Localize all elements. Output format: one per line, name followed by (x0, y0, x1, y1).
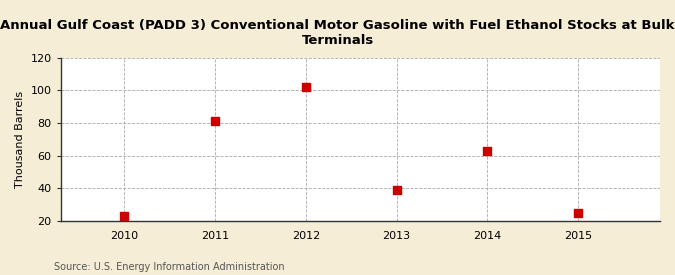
Point (210, 119, 221, 123)
Y-axis label: Thousand Barrels: Thousand Barrels (15, 91, 25, 188)
Text: Source: U.S. Energy Information Administration: Source: U.S. Energy Information Administ… (54, 262, 285, 272)
Point (119, 214, 130, 218)
Point (482, 148, 493, 153)
Point (300, 85, 311, 89)
Point (392, 188, 402, 192)
Text: Annual Gulf Coast (PADD 3) Conventional Motor Gasoline with Fuel Ethanol Stocks : Annual Gulf Coast (PADD 3) Conventional … (0, 19, 675, 47)
Point (573, 211, 584, 215)
